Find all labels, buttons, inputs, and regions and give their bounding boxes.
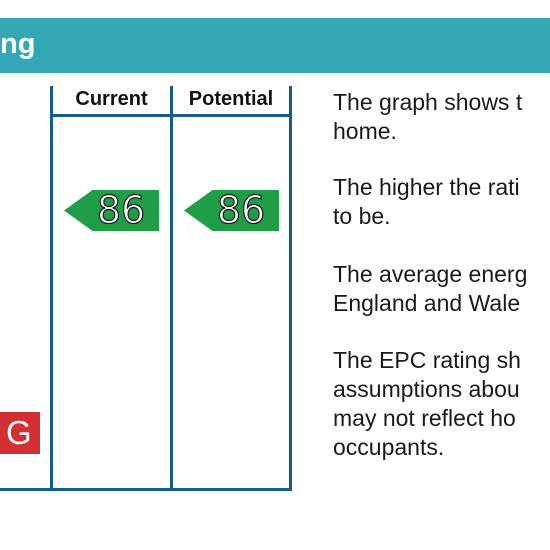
column-header-potential: Potential: [188, 88, 274, 110]
info-line: occupants.: [333, 434, 445, 460]
info-paragraph-2: The higher the rati to be.: [333, 173, 550, 231]
table-bottom-rule: [0, 488, 292, 491]
potential-rating-value: 86: [216, 187, 266, 232]
info-line: The higher the rati: [333, 174, 520, 200]
band-g-label: G: [6, 414, 32, 451]
info-line: The EPC rating sh: [333, 347, 521, 373]
info-line: home.: [333, 118, 397, 144]
info-line: The average energ: [333, 261, 528, 287]
band-g: [0, 412, 40, 454]
table-header-rule: [50, 114, 292, 117]
column-header-current: Current: [75, 88, 148, 110]
info-paragraph-1: The graph shows t home.: [333, 88, 550, 146]
page-title: ng: [0, 28, 36, 60]
info-line: The graph shows t: [333, 89, 523, 115]
table-divider-right: [289, 86, 292, 491]
info-paragraph-3: The average energ England and Wale: [333, 260, 550, 318]
info-line: England and Wale: [333, 290, 521, 316]
info-line: assumptions abou: [333, 376, 520, 402]
table-divider-left: [50, 86, 53, 491]
info-line: to be.: [333, 203, 391, 229]
info-paragraph-4: The EPC rating sh assumptions abou may n…: [333, 346, 550, 462]
info-line: may not reflect ho: [333, 405, 516, 431]
top-strip: [0, 0, 550, 18]
current-rating-value: 86: [96, 187, 146, 232]
table-divider-middle: [170, 86, 173, 491]
header-bar: [0, 18, 550, 73]
